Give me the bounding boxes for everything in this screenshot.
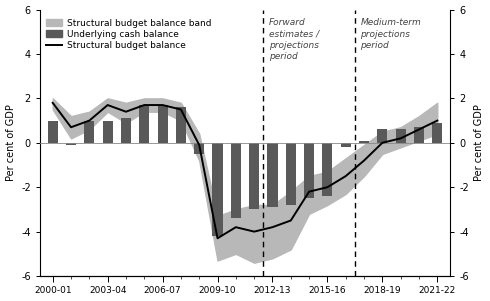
Y-axis label: Per cent of GDP: Per cent of GDP	[474, 104, 485, 181]
Bar	[341, 143, 351, 147]
Bar	[158, 105, 168, 143]
Text: Forward
estimates /
projections
period: Forward estimates / projections period	[269, 18, 319, 61]
Bar	[84, 121, 95, 143]
Text: Medium-term
projections
period: Medium-term projections period	[360, 18, 421, 50]
Bar	[194, 143, 204, 154]
Bar	[322, 143, 332, 196]
Bar	[304, 143, 314, 198]
Bar	[139, 105, 149, 143]
Bar	[176, 107, 186, 143]
Bar	[231, 143, 241, 218]
Bar	[359, 141, 369, 143]
Bar	[286, 143, 296, 205]
Bar	[395, 129, 406, 143]
Bar	[414, 127, 424, 143]
Bar	[213, 143, 222, 236]
Bar	[377, 129, 388, 143]
Bar	[121, 118, 131, 143]
Bar	[66, 143, 76, 145]
Bar	[432, 123, 442, 143]
Bar	[249, 143, 259, 209]
Bar	[102, 121, 113, 143]
Y-axis label: Per cent of GDP: Per cent of GDP	[5, 104, 16, 181]
Bar	[268, 143, 277, 207]
Bar	[48, 121, 58, 143]
Legend: Structural budget balance band, Underlying cash balance, Structural budget balan: Structural budget balance band, Underlyi…	[45, 17, 213, 52]
